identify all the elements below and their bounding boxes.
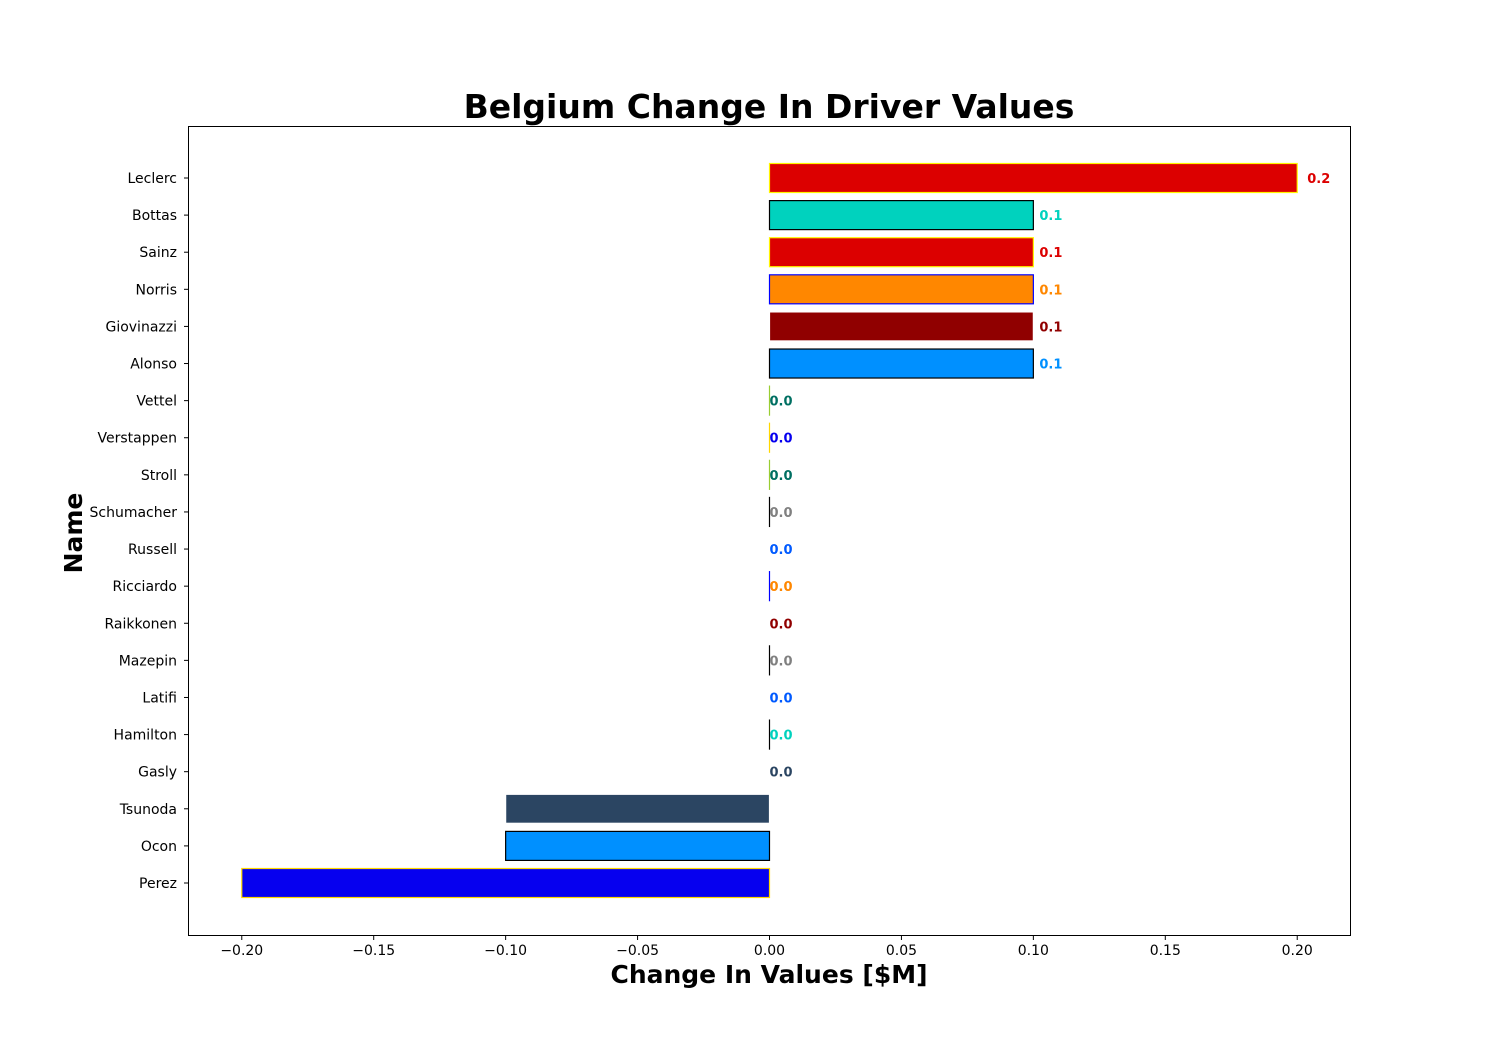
data-label-raikkonen: 0.0 (770, 617, 793, 632)
y-tick-label: Mazepin (119, 653, 177, 669)
data-label-norris: 0.1 (1039, 283, 1062, 298)
data-label-giovinazzi: 0.1 (1039, 320, 1062, 335)
y-tick-label: Stroll (141, 468, 177, 484)
x-tick-label: −0.05 (616, 943, 659, 959)
y-tick-label: Sainz (139, 245, 177, 261)
x-tick-label: 0.05 (886, 943, 917, 959)
x-tick-label: 0.10 (1018, 943, 1049, 959)
y-tick-label: Perez (139, 876, 177, 892)
bar-leclerc (768, 162, 1298, 194)
bar-giovinazzi (768, 311, 1034, 342)
x-tick-label: 0.20 (1282, 943, 1313, 959)
bar-sainz (768, 237, 1034, 268)
data-label-bottas: 0.1 (1039, 209, 1062, 224)
data-label-ricciardo: 0.0 (770, 580, 793, 595)
y-tick-label: Giovinazzi (105, 319, 177, 335)
bars-group (241, 162, 1298, 899)
data-label-gasly: 0.0 (770, 766, 793, 781)
y-tick-label: Leclerc (127, 171, 177, 187)
x-axis-title: Change In Values [$M] (610, 960, 927, 989)
y-tick-label: Verstappen (98, 431, 177, 447)
bar-tsunoda (505, 793, 771, 824)
data-label-vettel: 0.0 (770, 395, 793, 410)
bar-alonso (768, 348, 1034, 379)
y-tick-label: Norris (136, 282, 178, 298)
y-tick-label: Latifi (142, 690, 177, 706)
y-tick-label: Ricciardo (113, 579, 177, 595)
data-label-sainz: 0.1 (1039, 246, 1062, 261)
data-label-latifi: 0.0 (770, 691, 793, 706)
y-axis: Leclerc Bottas Sainz Norris Giovinazzi Alonso… (90, 171, 189, 892)
y-tick-label: Alonso (130, 357, 177, 373)
y-tick-label: Russell (128, 542, 177, 558)
y-axis-title: Name (59, 493, 88, 574)
x-axis: −0.20 −0.15 −0.10 −0.05 0.00 0.05 0.10 0.15 0.20 (220, 935, 1313, 959)
data-label-mazepin: 0.0 (770, 654, 793, 669)
y-tick-label: Gasly (138, 765, 177, 781)
data-label-schumacher: 0.0 (770, 506, 793, 521)
data-label-hamilton: 0.0 (770, 729, 793, 744)
bar-perez (241, 867, 771, 899)
bar-bottas (768, 200, 1034, 231)
y-tick-label: Schumacher (90, 505, 178, 521)
data-label-alonso: 0.1 (1039, 358, 1062, 373)
data-label-russell: 0.0 (770, 543, 793, 558)
value-labels: 0.2 0.1 0.1 0.1 0.1 0.1 0.0 0.0 0.0 0.0 0.0 0.0 0.0 0… (770, 172, 1331, 781)
y-tick-label: Ocon (141, 839, 177, 855)
y-tick-label: Bottas (132, 208, 177, 224)
data-label-leclerc: 0.2 (1307, 172, 1330, 187)
chart-title: Belgium Change In Driver Values (464, 87, 1075, 126)
x-tick-label: 0.00 (754, 943, 785, 959)
x-tick-label: −0.15 (352, 943, 395, 959)
data-label-verstappen: 0.0 (770, 432, 793, 447)
y-tick-label: Hamilton (114, 728, 177, 744)
x-tick-label: 0.15 (1150, 943, 1181, 959)
data-label-stroll: 0.0 (770, 469, 793, 484)
y-tick-label: Vettel (136, 394, 177, 410)
bar-norris (768, 274, 1034, 305)
bar-ocon (505, 830, 771, 861)
y-tick-label: Raikkonen (104, 616, 177, 632)
x-tick-label: −0.20 (220, 943, 263, 959)
y-tick-label: Tsunoda (119, 802, 177, 818)
x-tick-label: −0.10 (484, 943, 527, 959)
